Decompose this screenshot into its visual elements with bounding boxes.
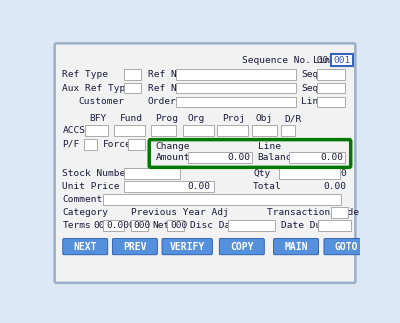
Text: Line: Line bbox=[314, 56, 336, 65]
Text: Stock Number: Stock Number bbox=[62, 169, 131, 178]
Text: COPY: COPY bbox=[230, 242, 254, 252]
Bar bbox=[167, 221, 184, 231]
Bar bbox=[252, 125, 277, 136]
FancyBboxPatch shape bbox=[55, 43, 355, 283]
FancyBboxPatch shape bbox=[112, 239, 157, 255]
Text: Terms: Terms bbox=[62, 221, 91, 230]
Text: MAIN: MAIN bbox=[284, 242, 308, 252]
Text: NEXT: NEXT bbox=[74, 242, 97, 252]
Text: Prog: Prog bbox=[155, 114, 178, 123]
Bar bbox=[317, 97, 345, 107]
Bar bbox=[228, 221, 275, 231]
FancyBboxPatch shape bbox=[219, 239, 264, 255]
Text: PREV: PREV bbox=[123, 242, 147, 252]
Text: D/R: D/R bbox=[284, 114, 301, 123]
Text: Org: Org bbox=[188, 114, 205, 123]
Bar bbox=[124, 69, 142, 79]
Text: Order: Order bbox=[148, 98, 176, 106]
Bar bbox=[128, 139, 144, 150]
Text: Change: Change bbox=[155, 142, 190, 151]
Text: Customer: Customer bbox=[78, 98, 124, 106]
Text: P/F: P/F bbox=[62, 140, 80, 149]
Text: Line: Line bbox=[258, 142, 281, 151]
Text: 001: 001 bbox=[334, 56, 351, 65]
Text: Previous Year Adj: Previous Year Adj bbox=[131, 208, 229, 217]
Bar bbox=[218, 125, 248, 136]
Text: Sequence No. 001: Sequence No. 001 bbox=[242, 56, 334, 65]
Bar bbox=[317, 83, 345, 93]
Text: 0.000: 0.000 bbox=[106, 221, 135, 230]
Bar bbox=[114, 125, 144, 136]
Text: Total: Total bbox=[253, 182, 282, 191]
Text: Amount: Amount bbox=[155, 153, 190, 162]
Bar bbox=[183, 125, 214, 136]
Text: Obj: Obj bbox=[255, 114, 273, 123]
Text: 0.00: 0.00 bbox=[320, 153, 343, 162]
Bar bbox=[176, 83, 296, 93]
Text: VERIFY: VERIFY bbox=[170, 242, 205, 252]
Text: Date Due:: Date Due: bbox=[281, 221, 333, 230]
Text: GOTO: GOTO bbox=[335, 242, 358, 252]
Text: Ref Type: Ref Type bbox=[62, 70, 108, 79]
Bar bbox=[85, 125, 108, 136]
Text: Ref No: Ref No bbox=[148, 84, 182, 93]
Text: 000: 000 bbox=[170, 221, 187, 230]
Bar bbox=[331, 54, 353, 67]
Bar bbox=[188, 152, 252, 163]
Text: Category: Category bbox=[62, 208, 108, 217]
Text: 000: 000 bbox=[134, 221, 151, 230]
Bar bbox=[104, 221, 124, 231]
Bar bbox=[176, 69, 296, 79]
Text: 0.00: 0.00 bbox=[227, 153, 250, 162]
Bar bbox=[279, 168, 340, 179]
Bar bbox=[330, 207, 348, 218]
Text: Line: Line bbox=[301, 98, 324, 106]
Text: Force: Force bbox=[103, 140, 132, 149]
Bar bbox=[318, 221, 351, 231]
Text: 0.00: 0.00 bbox=[323, 182, 346, 191]
Bar bbox=[317, 69, 345, 79]
Text: Unit Price: Unit Price bbox=[62, 182, 120, 191]
Text: Aux Ref Type: Aux Ref Type bbox=[62, 84, 131, 93]
Bar bbox=[281, 125, 295, 136]
Bar bbox=[103, 194, 342, 205]
Bar bbox=[151, 125, 176, 136]
FancyBboxPatch shape bbox=[324, 239, 369, 255]
Text: 0: 0 bbox=[340, 169, 346, 178]
Text: Seq: Seq bbox=[301, 70, 318, 79]
Text: Transaction Code: Transaction Code bbox=[267, 208, 359, 217]
Text: Ref No: Ref No bbox=[148, 70, 182, 79]
FancyBboxPatch shape bbox=[149, 140, 351, 167]
Text: Qty: Qty bbox=[253, 169, 270, 178]
Bar bbox=[176, 97, 296, 107]
Text: Balance: Balance bbox=[258, 153, 298, 162]
FancyBboxPatch shape bbox=[63, 239, 108, 255]
Text: Seq: Seq bbox=[301, 84, 318, 93]
Text: Net: Net bbox=[152, 221, 170, 230]
Text: Comment: Comment bbox=[62, 195, 103, 204]
Text: Fund: Fund bbox=[120, 114, 143, 123]
Bar bbox=[131, 221, 148, 231]
Text: Disc Date: Disc Date bbox=[190, 221, 241, 230]
Bar bbox=[124, 181, 214, 192]
Text: 0.00: 0.00 bbox=[188, 182, 210, 191]
Bar bbox=[124, 168, 180, 179]
Bar bbox=[84, 139, 96, 150]
Bar bbox=[124, 83, 142, 93]
Text: BFY: BFY bbox=[90, 114, 107, 123]
FancyBboxPatch shape bbox=[162, 239, 212, 255]
Text: Proj: Proj bbox=[222, 114, 245, 123]
Text: ACCS: ACCS bbox=[62, 126, 86, 135]
Text: 00: 00 bbox=[94, 221, 105, 230]
FancyBboxPatch shape bbox=[274, 239, 318, 255]
Bar bbox=[289, 152, 344, 163]
